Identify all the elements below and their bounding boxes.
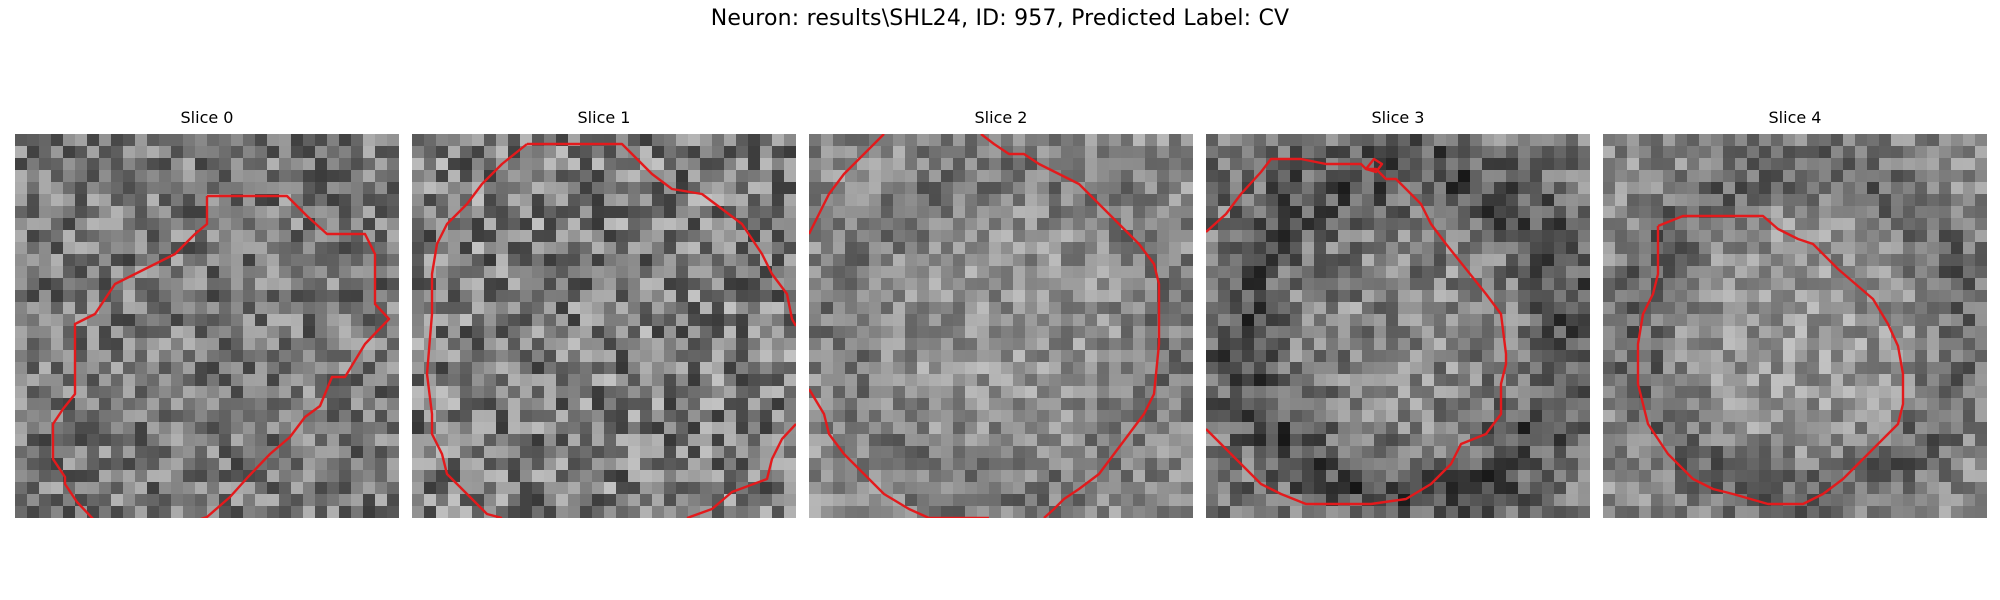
slice-panel-1: Slice 1 bbox=[412, 108, 796, 520]
cell-contour bbox=[425, 143, 528, 518]
slice-image bbox=[412, 134, 796, 518]
cell-contour bbox=[809, 388, 989, 518]
slice-canvas bbox=[15, 134, 399, 518]
slice-title: Slice 1 bbox=[577, 108, 631, 127]
slice-canvas bbox=[1206, 134, 1590, 518]
grayscale-pixels bbox=[412, 134, 796, 518]
slice-image bbox=[15, 134, 399, 518]
figure-title: Neuron: results\SHL24, ID: 957, Predicte… bbox=[710, 6, 1290, 31]
cell-contour bbox=[1206, 157, 1508, 506]
slice-panel-0: Slice 0 bbox=[15, 108, 399, 520]
slice-title: Slice 3 bbox=[1371, 108, 1425, 127]
slice-image bbox=[1206, 134, 1590, 518]
cell-contour bbox=[527, 142, 796, 327]
cell-contour bbox=[809, 134, 885, 235]
slice-panel-4: Slice 4 bbox=[1603, 108, 1987, 520]
slice-panel-2: Slice 2 bbox=[809, 108, 1193, 520]
slice-image bbox=[809, 134, 1193, 518]
grayscale-pixels bbox=[809, 134, 1193, 518]
cell-contour bbox=[1636, 214, 1905, 506]
slice-title: Slice 0 bbox=[180, 108, 234, 127]
slice-canvas bbox=[809, 134, 1193, 518]
grayscale-pixels bbox=[1206, 134, 1590, 518]
grayscale-pixels bbox=[1603, 134, 1987, 518]
slice-canvas bbox=[412, 134, 796, 518]
slice-title: Slice 4 bbox=[1768, 108, 1822, 127]
grayscale-pixels bbox=[15, 134, 399, 518]
slice-title: Slice 2 bbox=[974, 108, 1028, 127]
slice-panel-3: Slice 3 bbox=[1206, 108, 1590, 520]
cell-contour bbox=[686, 423, 796, 518]
slice-image bbox=[1603, 134, 1987, 518]
cell-contour bbox=[51, 194, 391, 518]
slice-canvas bbox=[1603, 134, 1987, 518]
cell-contour bbox=[1365, 157, 1384, 174]
cell-contour bbox=[980, 134, 1161, 518]
